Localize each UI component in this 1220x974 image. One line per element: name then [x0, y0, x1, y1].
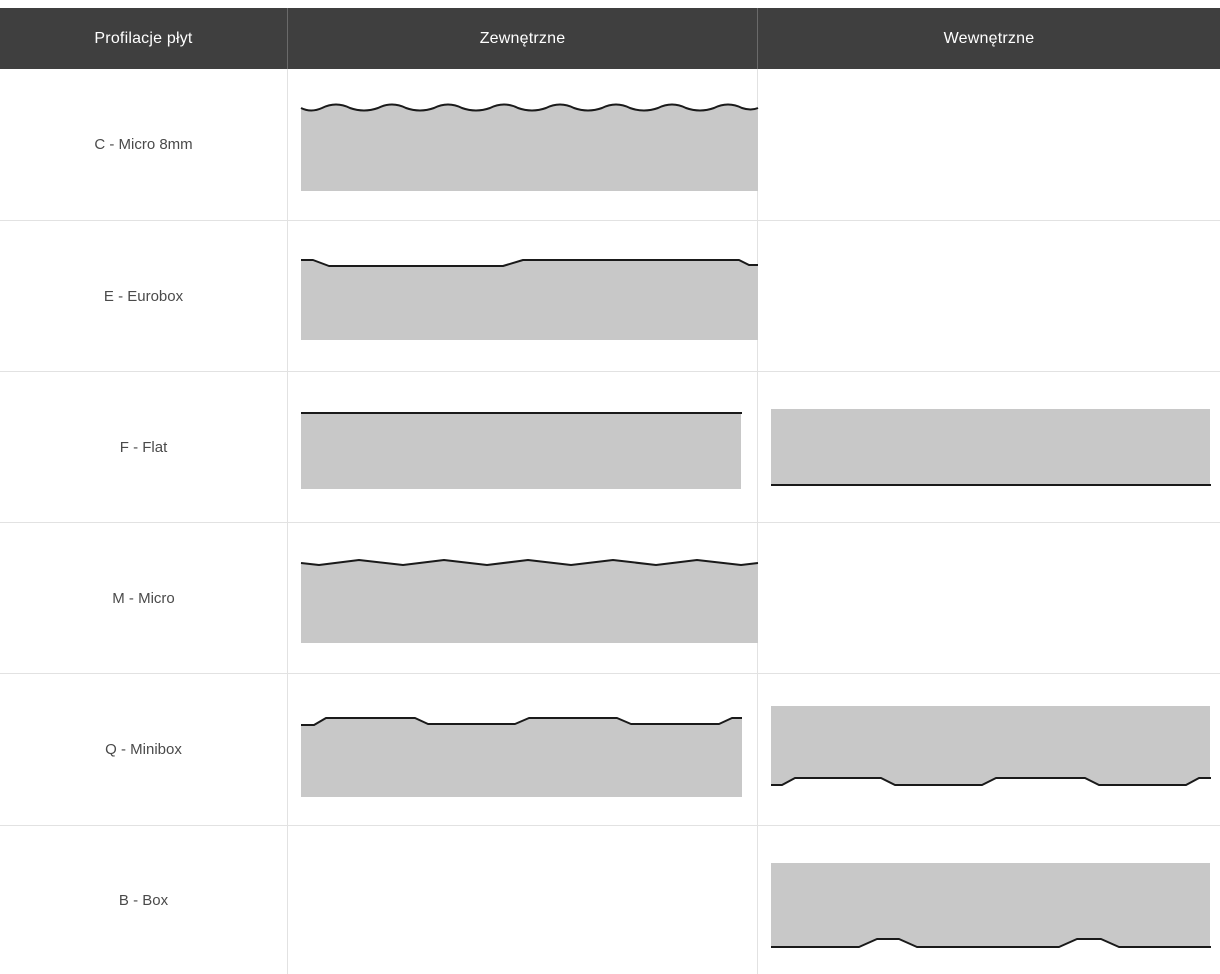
- row-divider: [0, 371, 1220, 372]
- row-label: Q - Minibox: [105, 741, 182, 758]
- column-divider: [757, 69, 758, 974]
- profile-c-micro-8mm-outer: [300, 103, 759, 191]
- profile-f-flat-inner: [771, 409, 1211, 486]
- profile-q-minibox-inner: [771, 706, 1211, 786]
- row-label: B - Box: [118, 891, 169, 909]
- row-label: E - Eurobox: [103, 287, 184, 305]
- header-divider: [757, 8, 758, 69]
- table-header: Profilacje płyt Zewnętrzne Wewnętrzne: [0, 8, 1220, 69]
- header-profiles: Profilacje płyt: [94, 29, 193, 47]
- profile-b-box-inner: [771, 863, 1211, 948]
- row-label: M - Micro: [112, 589, 175, 607]
- row-label: F - Flat: [119, 438, 168, 456]
- profile-e-eurobox-outer: [301, 259, 758, 340]
- row-divider: [0, 522, 1220, 523]
- header-outer: Zewnętrzne: [479, 29, 566, 47]
- row-divider: [0, 825, 1220, 826]
- profile-q-minibox-outer: [301, 717, 742, 797]
- header-inner: Wewnętrzne: [943, 29, 1035, 47]
- profile-f-flat-outer: [301, 412, 742, 489]
- row-divider: [0, 220, 1220, 221]
- row-label: C - Micro 8mm: [94, 136, 193, 153]
- header-divider: [287, 8, 288, 69]
- column-divider: [287, 69, 288, 974]
- row-divider: [0, 673, 1220, 674]
- profile-m-micro-outer: [300, 559, 759, 643]
